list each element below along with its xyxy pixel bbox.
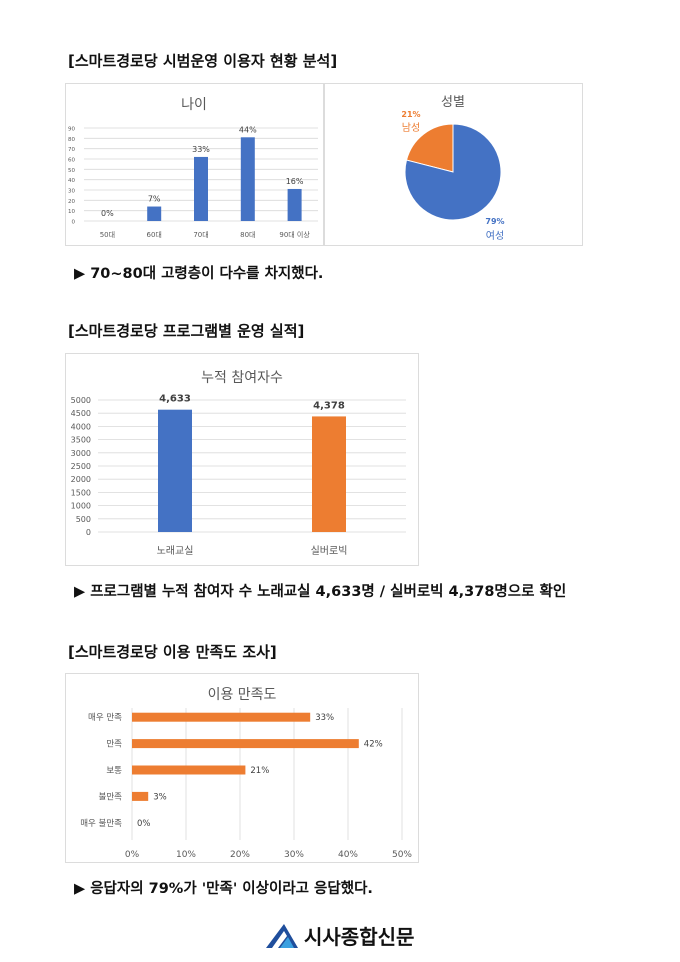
age-ytick-label: 70 [68,147,75,153]
participants-data-label: 4,633 [159,394,191,405]
age-bar [194,156,208,221]
participants-ytick-label: 2000 [71,475,91,484]
satisfaction-category-label: 만족 [106,740,122,750]
age-ytick-label: 20 [68,199,75,205]
pie-label-female-name: 여성 [486,230,504,242]
satisfaction-xtick-label: 40% [338,850,358,860]
age-ytick-label: 40 [68,178,75,184]
section-title-satisfaction: [스마트경로당 이용 만족도 조사] [68,643,277,661]
participants-bar [158,409,192,532]
publisher-logo-text: 시사종합신문 [304,924,415,949]
age-ytick-label: 80 [68,137,75,143]
age-bar [287,188,302,221]
participants-ytick-label: 1500 [71,488,91,497]
participants-ytick-label: 500 [76,515,91,524]
age-ytick-label: 0 [72,220,76,226]
age-ytick-label: 50 [68,168,75,174]
age-data-label: 0% [101,209,114,218]
participants-bar-chart: 누적 참여자수 0 500 1000 1500 2000 2500 3000 3500 4000… [71,370,406,557]
satisfaction-category-label: 보통 [106,766,122,776]
age-category-label: 60대 [147,231,162,239]
publisher-logo: 시사종합신문 [266,918,414,952]
participants-ytick-label: 1000 [71,502,91,511]
satisfaction-data-label: 3% [153,792,167,802]
age-data-label: 7% [148,195,161,204]
section-note-satisfaction: ▶ 응답자의 79%가 '만족' 이상이라고 응답했다. [74,881,373,897]
section-title-users: [스마트경로당 시범운영 이용자 현황 분석] [68,52,338,70]
gender-chart-panel: 성별 21% 남성 79% 여성 [324,83,583,246]
participants-ytick-label: 4500 [71,409,91,418]
age-ytick-label: 10 [68,209,75,215]
gender-pie-chart: 성별 21% 남성 79% 여성 [401,95,504,242]
participants-ytick-label: 0 [86,528,91,537]
pie-label-female-percent: 79% [485,217,504,226]
satisfaction-xtick-label: 30% [284,850,304,860]
pie-label-male-percent: 21% [401,110,420,119]
age-ytick-label: 30 [68,189,75,195]
participants-ytick-label: 3500 [71,436,91,445]
satisfaction-bar [132,765,246,775]
satisfaction-xtick-label: 10% [176,850,196,860]
satisfaction-data-label: 33% [315,713,334,723]
satisfaction-category-label: 매우 불만족 [80,818,122,829]
satisfaction-chart-title: 이용 만족도 [208,687,277,703]
satisfaction-xtick-label: 0% [125,850,140,860]
section-note-programs: ▶ 프로그램별 누적 참여자 수 노래교실 4,633명 / 실버로빅 4,37… [74,584,567,600]
pie-label-male-name: 남성 [402,122,420,134]
age-category-label: 50대 [100,231,115,239]
satisfaction-bar [132,739,359,749]
age-category-label: 90대 이상 [279,230,310,239]
satisfaction-data-label: 21% [250,766,269,776]
satisfaction-data-label: 42% [364,740,383,750]
participants-chart-title: 누적 참여자수 [201,370,283,386]
satisfaction-category-label: 불만족 [99,791,123,802]
gender-chart-title: 성별 [441,95,465,110]
age-category-label: 80대 [240,231,255,239]
section-title-programs: [스마트경로당 프로그램별 운영 실적] [68,322,305,340]
age-ytick-label: 90 [68,127,75,133]
age-bar-chart: 나이 0 10 20 30 40 50 60 70 80 90 0% 50대 7% 60대 33% 70대 44… [68,97,318,239]
participants-bar [312,416,346,532]
satisfaction-xtick-label: 20% [230,850,250,860]
participants-ytick-label: 5000 [71,396,91,405]
age-data-label: 16% [286,177,304,186]
satisfaction-bar-chart: 이용 만족도 0% 10% 20% 30% 40% 50% 33% 매우 만족 42% 만족 21%… [80,687,412,860]
satisfaction-bar [132,712,311,722]
age-data-label: 33% [192,145,210,154]
age-data-label: 44% [239,125,257,134]
age-bar [240,137,255,221]
participants-data-label: 4,378 [313,400,345,411]
age-chart-panel: 나이 0 10 20 30 40 50 60 70 80 90 0% 50대 7% 60대 33% 70대 44… [65,83,324,246]
age-category-label: 70대 [193,231,208,239]
satisfaction-bar [132,791,149,801]
participants-ytick-label: 2500 [71,462,91,471]
pie-slice-male [405,123,454,173]
participants-chart-panel: 누적 참여자수 0 500 1000 1500 2000 2500 3000 3500 4000… [65,353,419,566]
age-ytick-label: 60 [68,158,75,164]
satisfaction-xtick-label: 50% [392,850,412,860]
satisfaction-data-label: 0% [137,819,151,829]
participants-category-label: 노래교실 [157,545,194,557]
participants-ytick-label: 4000 [71,422,91,431]
publisher-logo-icon [266,924,298,948]
age-bar [147,206,162,221]
satisfaction-category-label: 매우 만족 [88,713,122,723]
participants-category-label: 실버로빅 [311,545,348,557]
section-note-users: ▶ 70~80대 고령층이 다수를 차지했다. [74,266,324,282]
satisfaction-chart-panel: 이용 만족도 0% 10% 20% 30% 40% 50% 33% 매우 만족 42% 만족 21%… [65,673,419,863]
participants-ytick-label: 3000 [71,449,91,458]
age-chart-title: 나이 [181,97,207,113]
pie-slice-female [404,123,502,221]
